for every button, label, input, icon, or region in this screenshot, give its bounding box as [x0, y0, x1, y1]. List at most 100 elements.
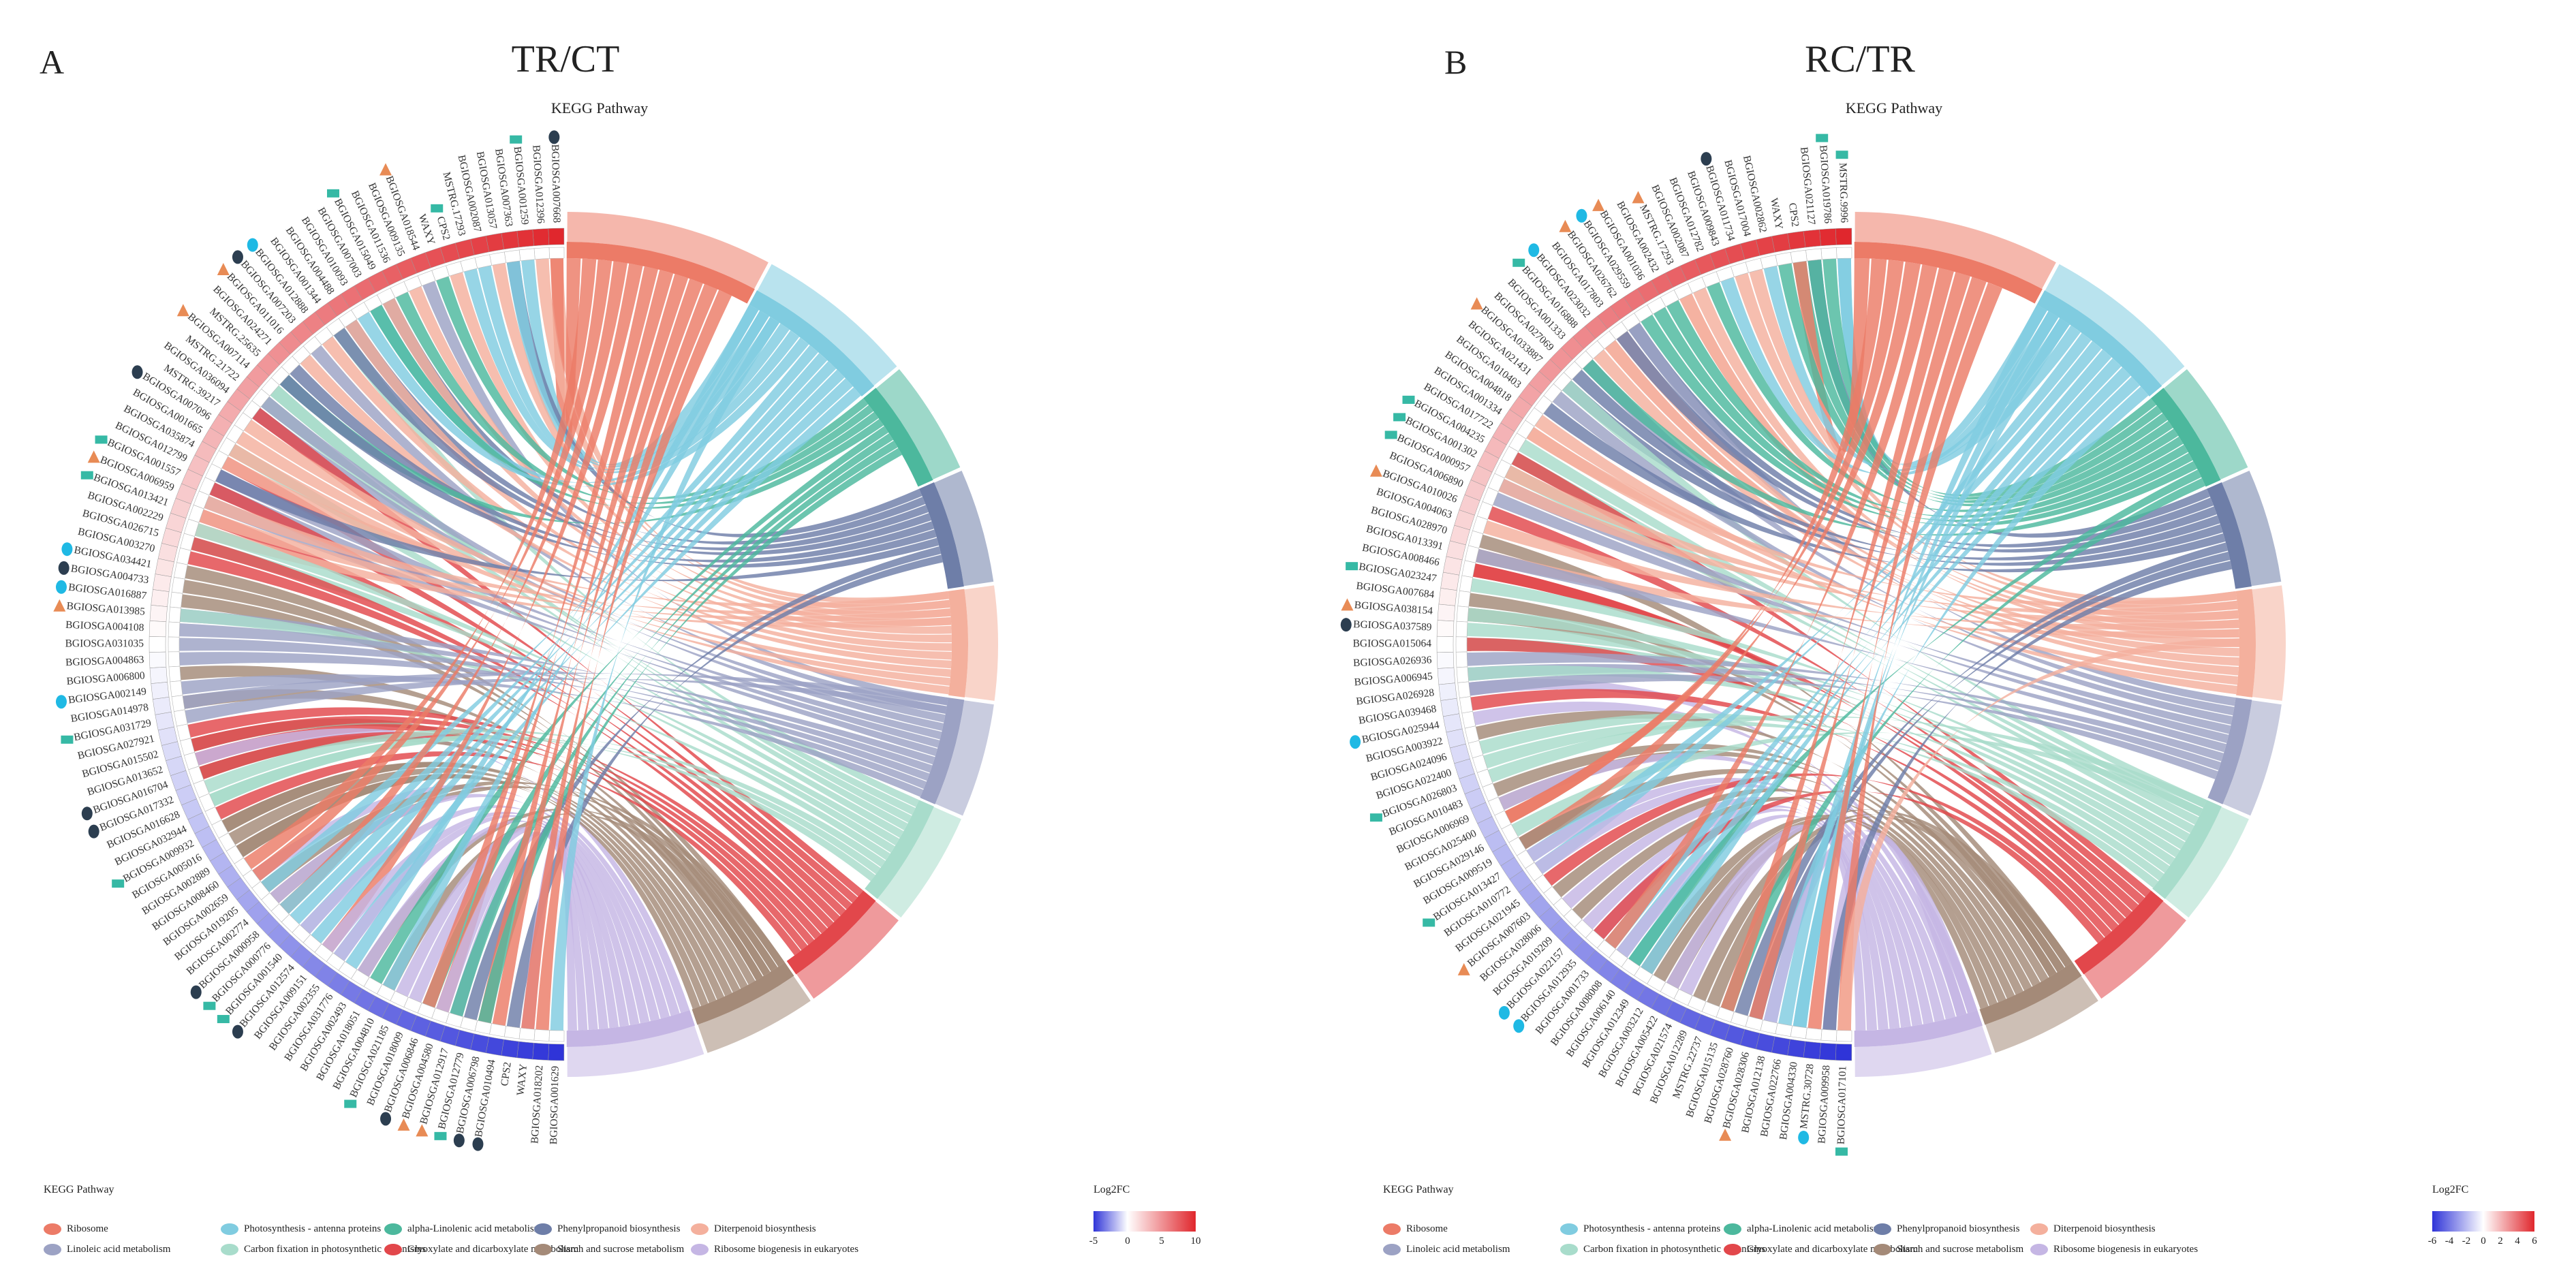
gene-fc-segment [1771, 233, 1790, 253]
gene-fc-segment [485, 232, 504, 253]
colorbar-title: Log2FC [2432, 1184, 2469, 1195]
pathway-arc [1854, 1009, 1983, 1047]
legend-label: Phenylpropanoid biosynthesis [557, 1223, 681, 1234]
gene-fc-segment [1665, 1001, 1688, 1023]
chord-ribbon [1467, 652, 2224, 762]
chord-ribbon [290, 364, 934, 563]
gene-fc-segment [1440, 698, 1460, 717]
gene-fc-segment [149, 621, 167, 638]
marker-triangle [1369, 464, 1382, 477]
gene-label: BGIOSGA009958 [1816, 1065, 1832, 1144]
gene-label: BGIOSGA037589 [1353, 618, 1432, 633]
gene-fc-segment [1709, 1019, 1731, 1041]
pathway-outer-arc [2222, 470, 2282, 586]
pathway-arc [948, 589, 969, 698]
gene-fc-segment [1623, 977, 1646, 1001]
gene-fc-segment [1492, 843, 1515, 866]
gene-segment [1455, 621, 1468, 638]
gene-fc-segment [1651, 993, 1673, 1016]
legend-item: Ribosome [44, 1223, 108, 1235]
gene-fc-segment [1561, 336, 1585, 360]
gene-segment [1609, 949, 1628, 967]
gene-fc-segment [1477, 450, 1500, 473]
gene-fc-segment [1835, 1044, 1852, 1061]
marker-circle [380, 1112, 392, 1126]
gene-fc-segment [1436, 620, 1455, 637]
gene-segment [417, 1002, 436, 1019]
pathway-arc [1979, 962, 2082, 1025]
gene-segment [1760, 254, 1778, 270]
gene-segment [1647, 296, 1666, 315]
gene-segment [193, 490, 210, 510]
gene-fc-segment [382, 264, 403, 286]
chord-ribbon [199, 732, 808, 950]
legend-item: Ribosome [1383, 1223, 1448, 1235]
gene-fc-segment [1449, 524, 1470, 546]
chord-ribbon [1519, 439, 2203, 817]
chord-ribbon [345, 319, 952, 651]
gene-fc-segment [1438, 588, 1457, 606]
pathway-outer-arc [2222, 700, 2282, 816]
gene-segment [1660, 982, 1679, 999]
gene-fc-segment [157, 543, 178, 563]
gene-segment [503, 249, 521, 264]
legend-item: Carbon fixation in photosynthetic organi… [221, 1244, 426, 1255]
gene-segment [1464, 725, 1480, 744]
gene-fc-segment [1787, 231, 1806, 250]
pathway-arc [865, 800, 934, 899]
gene-fc-segment [354, 988, 376, 1012]
gene-fc-segment [256, 912, 280, 936]
legend-swatch [1383, 1244, 1401, 1255]
legend-swatch [534, 1223, 552, 1235]
legend-swatch [1560, 1223, 1578, 1235]
legend-label: Carbon fixation in photosynthetic organi… [1583, 1244, 1766, 1255]
gene-segment [1516, 849, 1535, 869]
colorbar-tick: 10 [1190, 1236, 1201, 1247]
gene-label: MSTRG.9996 [1837, 163, 1850, 223]
gene-fc-segment [1636, 280, 1660, 303]
gene-segment [376, 287, 396, 305]
gene-segment [1543, 383, 1562, 403]
gene-fc-segment [454, 238, 475, 260]
gene-fc-segment [1528, 371, 1552, 394]
chord-ribbon [1604, 349, 2112, 949]
chord-ribbon [370, 304, 879, 509]
legend-label: Linoleic acid metabolism [67, 1244, 171, 1255]
pathway-outer-arc [567, 212, 769, 289]
gene-fc-segment [149, 636, 166, 653]
gene-fc-segment [1470, 465, 1493, 487]
gene-segment [403, 997, 422, 1014]
gene-segment [1508, 836, 1527, 856]
gene-fc-segment [1538, 359, 1562, 383]
gene-fc-segment [1500, 409, 1523, 432]
pathway-arc [2036, 290, 2162, 397]
gene-fc-segment [548, 1044, 565, 1061]
gene-fc-segment [1528, 894, 1552, 918]
gene-fc-segment [1756, 236, 1775, 256]
legend-label: Diterpenoid biosynthesis [714, 1223, 816, 1234]
legend-item: Photosynthesis - antenna proteins [221, 1223, 381, 1235]
gene-segment [1621, 958, 1641, 976]
gene-label: WAXY [515, 1063, 529, 1096]
gene-segment [261, 377, 280, 396]
gene-segment [218, 832, 236, 851]
gene-segment [292, 345, 311, 364]
marker-square [1835, 151, 1848, 159]
marker-circle [232, 1024, 243, 1039]
gene-fc-segment [151, 589, 170, 607]
pathway-outer-arc [878, 807, 961, 918]
chord-ribbon [1511, 452, 2151, 897]
gene-segment [338, 961, 358, 980]
gene-fc-segment [454, 1029, 475, 1050]
gene-segment [1468, 530, 1484, 549]
gene-fc-segment [315, 302, 338, 326]
pathway-arc [2235, 589, 2256, 698]
chord-ribbon [204, 495, 937, 757]
gene-segment [376, 984, 396, 1001]
gene-segment [1585, 340, 1605, 360]
colorbar-tick: -4 [2445, 1236, 2454, 1247]
gene-fc-segment [327, 294, 350, 317]
gene-segment [170, 591, 183, 608]
chord-ribbon [382, 310, 769, 991]
legend-label: Ribosome biogenesis in eukaryotes [714, 1244, 859, 1255]
